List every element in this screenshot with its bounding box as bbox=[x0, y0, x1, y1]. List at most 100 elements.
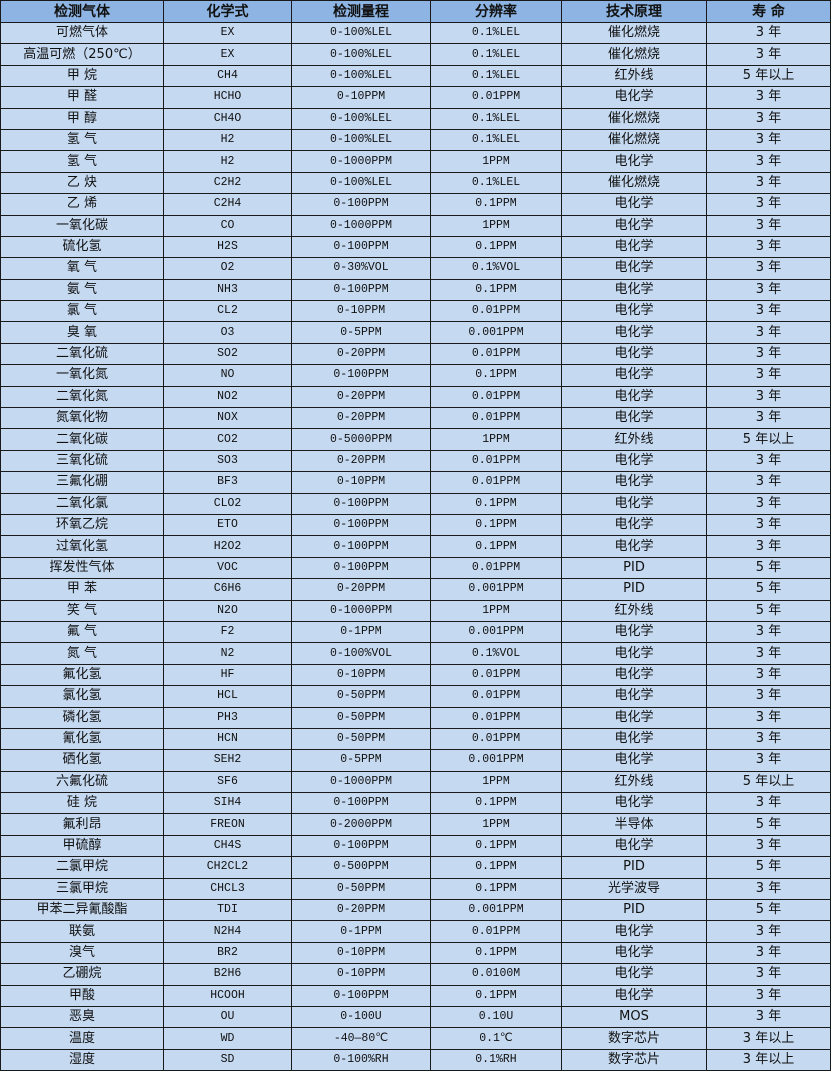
cell-principle: 电化学 bbox=[561, 685, 707, 708]
cell-resolution: 0.01PPM bbox=[430, 471, 562, 494]
cell-formula: HCOOH bbox=[163, 984, 292, 1007]
cell-resolution: 0.1PPM bbox=[430, 364, 562, 387]
header-principle: 技术原理 bbox=[561, 0, 707, 23]
cell-lifetime: 3 年 bbox=[706, 471, 831, 494]
cell-formula: FREON bbox=[163, 813, 292, 836]
cell-lifetime: 3 年 bbox=[706, 513, 831, 537]
cell-resolution: 0.01PPM bbox=[430, 706, 562, 729]
cell-gas: 氟利昂 bbox=[0, 813, 164, 836]
cell-gas: 二氧化碳 bbox=[0, 428, 164, 451]
cell-formula: SIH4 bbox=[163, 792, 292, 815]
table-row: 氢 气 H2 0-1000PPM 1PPM 电化学 3 年 bbox=[0, 150, 831, 173]
cell-lifetime: 3 年 bbox=[706, 620, 831, 644]
cell-resolution: 0.01PPM bbox=[430, 300, 562, 323]
cell-principle: 催化燃烧 bbox=[561, 128, 707, 152]
cell-principle: 红外线 bbox=[561, 64, 707, 88]
cell-resolution: 0.01PPM bbox=[430, 663, 562, 687]
cell-lifetime: 3 年 bbox=[706, 663, 831, 687]
cell-principle: 红外线 bbox=[561, 599, 707, 622]
table-row: 氟 气 F2 0-1PPM 0.001PPM 电化学 3 年 bbox=[0, 620, 831, 644]
cell-formula: O2 bbox=[163, 257, 292, 280]
cell-resolution: 0.1PPM bbox=[430, 856, 562, 879]
cell-gas: 氮氧化物 bbox=[0, 407, 164, 430]
cell-principle: 半导体 bbox=[561, 813, 707, 836]
cell-range: 0-5PPM bbox=[291, 321, 431, 344]
cell-principle: MOS bbox=[561, 1005, 707, 1029]
cell-gas: 二氧化氮 bbox=[0, 385, 164, 409]
cell-formula: HCN bbox=[163, 727, 292, 751]
table-row: 氯化氢 HCL 0-50PPM 0.01PPM 电化学 3 年 bbox=[0, 685, 831, 708]
table-row: 高温可燃（250℃） EX 0-100%LEL 0.1%LEL 催化燃烧 3 年 bbox=[0, 43, 831, 66]
cell-resolution: 0.001PPM bbox=[430, 321, 562, 344]
cell-resolution: 0.1PPM bbox=[430, 193, 562, 216]
table-row: 甲 烷 CH4 0-100%LEL 0.1%LEL 红外线 5 年以上 bbox=[0, 64, 831, 88]
table-row: 联氨 N2H4 0-1PPM 0.01PPM 电化学 3 年 bbox=[0, 920, 831, 943]
cell-range: 0-100PPM bbox=[291, 278, 431, 302]
cell-gas: 笑 气 bbox=[0, 599, 164, 622]
table-row: 环氧乙烷 ETO 0-100PPM 0.1PPM 电化学 3 年 bbox=[0, 513, 831, 537]
cell-resolution: 0.1%RH bbox=[430, 1048, 562, 1072]
cell-lifetime: 3 年 bbox=[706, 727, 831, 751]
header-range: 检测量程 bbox=[291, 0, 431, 23]
cell-principle: 电化学 bbox=[561, 663, 707, 687]
cell-lifetime: 5 年 bbox=[706, 556, 831, 580]
cell-principle: 电化学 bbox=[561, 513, 707, 537]
cell-resolution: 0.1PPM bbox=[430, 792, 562, 815]
cell-lifetime: 3 年 bbox=[706, 963, 831, 986]
cell-formula: EX bbox=[163, 21, 292, 45]
cell-range: 0-10PPM bbox=[291, 963, 431, 986]
table-row: 甲 苯 C6H6 0-20PPM 0.001PPM PID 5 年 bbox=[0, 578, 831, 601]
table-row: 氨 气 NH3 0-100PPM 0.1PPM 电化学 3 年 bbox=[0, 278, 831, 302]
cell-principle: 电化学 bbox=[561, 214, 707, 237]
cell-range: 0-100PPM bbox=[291, 792, 431, 815]
cell-gas: 环氧乙烷 bbox=[0, 513, 164, 537]
cell-range: 0-20PPM bbox=[291, 342, 431, 366]
cell-range: 0-100PPM bbox=[291, 535, 431, 558]
cell-range: 0-20PPM bbox=[291, 385, 431, 409]
table-row: 二氧化氯 CLO2 0-100PPM 0.1PPM 电化学 3 年 bbox=[0, 492, 831, 515]
cell-principle: 电化学 bbox=[561, 535, 707, 558]
cell-resolution: 0.01PPM bbox=[430, 920, 562, 943]
cell-gas: 三氯甲烷 bbox=[0, 877, 164, 901]
cell-resolution: 0.1℃ bbox=[430, 1027, 562, 1050]
cell-range: 0-1000PPM bbox=[291, 214, 431, 237]
cell-gas: 三氟化硼 bbox=[0, 471, 164, 494]
table-row: 甲 醛 HCHO 0-10PPM 0.01PPM 电化学 3 年 bbox=[0, 86, 831, 109]
cell-resolution: 0.1PPM bbox=[430, 877, 562, 901]
cell-gas: 一氧化氮 bbox=[0, 364, 164, 387]
cell-lifetime: 3 年以上 bbox=[706, 1048, 831, 1072]
cell-lifetime: 3 年 bbox=[706, 107, 831, 130]
table-row: 氮氧化物 NOX 0-20PPM 0.01PPM 电化学 3 年 bbox=[0, 407, 831, 430]
cell-resolution: 0.001PPM bbox=[430, 578, 562, 601]
cell-formula: SEH2 bbox=[163, 749, 292, 772]
cell-range: 0-100PPM bbox=[291, 834, 431, 858]
cell-lifetime: 3 年 bbox=[706, 642, 831, 665]
cell-principle: 数字芯片 bbox=[561, 1027, 707, 1050]
cell-principle: 电化学 bbox=[561, 407, 707, 430]
cell-range: 0-1000PPM bbox=[291, 150, 431, 173]
cell-gas: 温度 bbox=[0, 1027, 164, 1050]
cell-lifetime: 3 年 bbox=[706, 278, 831, 302]
cell-lifetime: 3 年 bbox=[706, 300, 831, 323]
cell-resolution: 0.01PPM bbox=[430, 407, 562, 430]
cell-lifetime: 3 年 bbox=[706, 984, 831, 1007]
table-row: 臭 氧 O3 0-5PPM 0.001PPM 电化学 3 年 bbox=[0, 321, 831, 344]
cell-range: 0-1000PPM bbox=[291, 599, 431, 622]
cell-principle: 电化学 bbox=[561, 86, 707, 109]
cell-gas: 高温可燃（250℃） bbox=[0, 43, 164, 66]
table-row: 硒化氢 SEH2 0-5PPM 0.001PPM 电化学 3 年 bbox=[0, 749, 831, 772]
table-row: 氧 气 O2 0-30%VOL 0.1%VOL 电化学 3 年 bbox=[0, 257, 831, 280]
cell-formula: CH4O bbox=[163, 107, 292, 130]
cell-range: 0-100%LEL bbox=[291, 171, 431, 195]
cell-lifetime: 3 年 bbox=[706, 150, 831, 173]
cell-resolution: 0.01PPM bbox=[430, 449, 562, 473]
cell-resolution: 0.1%LEL bbox=[430, 107, 562, 130]
table-row: 二氯甲烷 CH2CL2 0-500PPM 0.1PPM PID 5 年 bbox=[0, 856, 831, 879]
cell-gas: 氯 气 bbox=[0, 300, 164, 323]
cell-range: 0-100%LEL bbox=[291, 43, 431, 66]
cell-lifetime: 3 年 bbox=[706, 920, 831, 943]
cell-principle: 电化学 bbox=[561, 278, 707, 302]
cell-lifetime: 3 年 bbox=[706, 535, 831, 558]
cell-resolution: 0.1%LEL bbox=[430, 21, 562, 45]
cell-lifetime: 5 年以上 bbox=[706, 428, 831, 451]
